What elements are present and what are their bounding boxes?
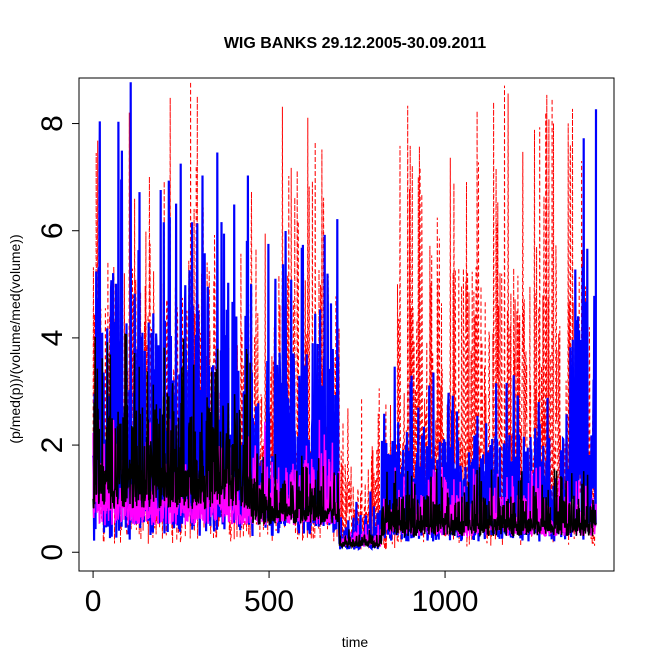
plot-data: [92, 81, 598, 551]
y-axis-label: (p/med(p))/(volume/med(volume)): [7, 234, 23, 443]
y-tick-label: 4: [36, 330, 69, 347]
x-tick-label: 0: [85, 585, 102, 618]
x-tick-label: 500: [244, 585, 294, 618]
x-tick-label: 1000: [412, 585, 479, 618]
x-axis-label: time: [342, 634, 369, 650]
chart-title: WIG BANKS 29.12.2005-30.09.2011: [224, 35, 486, 52]
y-tick-label: 0: [36, 544, 69, 561]
y-tick-label: 6: [36, 222, 69, 239]
series-line-4: [92, 333, 597, 550]
y-tick-label: 8: [36, 115, 69, 132]
y-axis: 0 2 4 6 8: [36, 115, 80, 561]
y-tick-label: 2: [36, 437, 69, 454]
x-axis: 0 500 1000: [85, 570, 479, 618]
